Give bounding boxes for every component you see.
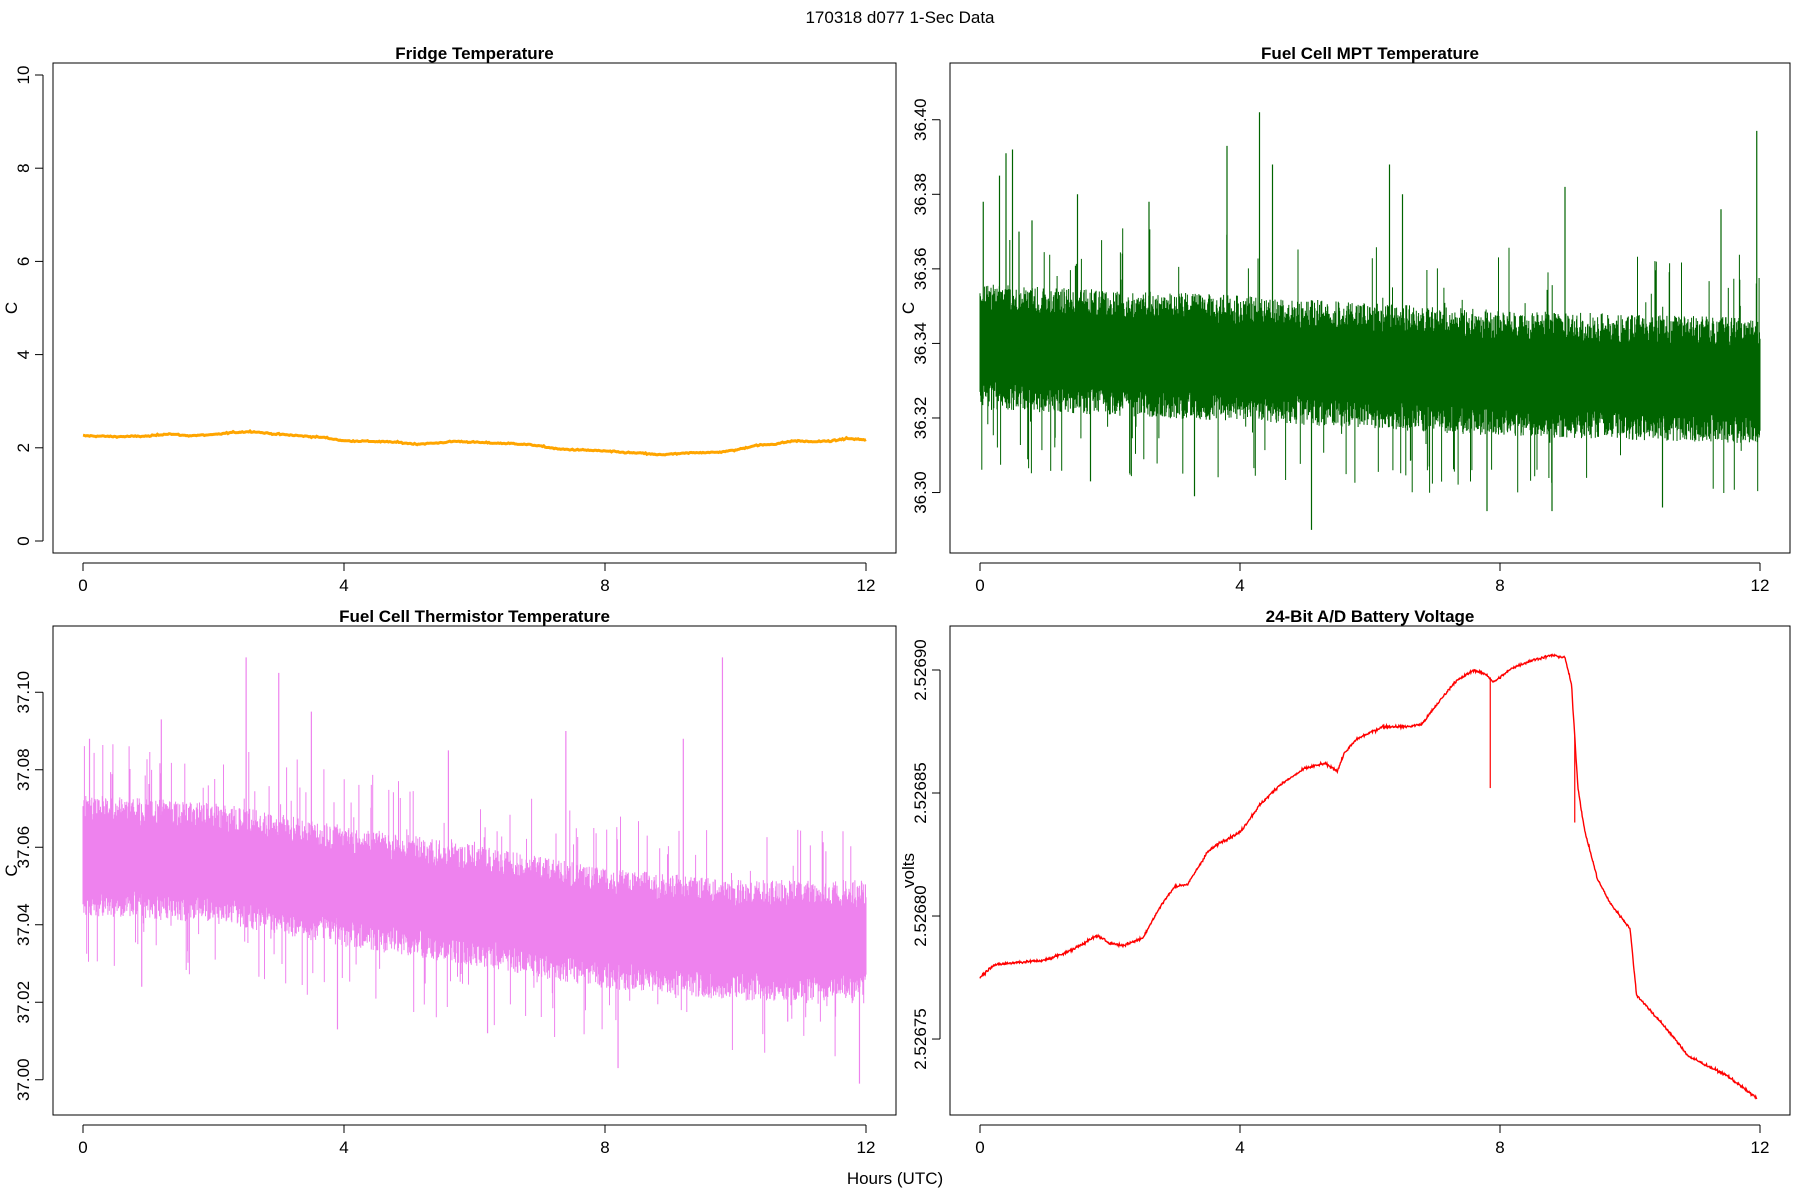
x-tick-label: 12 bbox=[1751, 576, 1770, 595]
plot-area bbox=[979, 653, 1758, 1100]
y-tick-label: 37.10 bbox=[14, 671, 33, 714]
x-tick-label: 4 bbox=[1235, 576, 1244, 595]
x-tick-label: 0 bbox=[78, 1138, 87, 1157]
y-tick-label: 2.52690 bbox=[911, 639, 930, 700]
y-tick-label: 36.30 bbox=[911, 471, 930, 514]
x-tick-label: 8 bbox=[1495, 576, 1504, 595]
panel-4: 24-Bit A/D Battery Voltage volts 0 4 8 12 2.52… bbox=[899, 607, 1791, 1157]
y-tick-label: 36.36 bbox=[911, 248, 930, 291]
panel-title: 24-Bit A/D Battery Voltage bbox=[1266, 607, 1475, 626]
y-tick-label: 10 bbox=[14, 66, 33, 85]
y-tick-label: 0 bbox=[14, 536, 33, 545]
plot-frame bbox=[52, 62, 897, 554]
y-tick-label: 36.40 bbox=[911, 98, 930, 141]
panel-title: Fridge Temperature bbox=[395, 44, 553, 63]
plot-area bbox=[82, 657, 867, 1084]
plot-frame bbox=[52, 625, 897, 1116]
y-tick-label: 37.04 bbox=[14, 903, 33, 946]
y-tick-label: 36.34 bbox=[911, 322, 930, 365]
panels: Fridge Temperature C 0 4 8 12 0 2 4 6 8 10 Fuel Cell… bbox=[2, 44, 1791, 1157]
y-tick-label: 37.06 bbox=[14, 826, 33, 869]
x-tick-label: 8 bbox=[1495, 1138, 1504, 1157]
plot-frame bbox=[949, 625, 1791, 1116]
y-tick-label: 37.00 bbox=[14, 1058, 33, 1101]
y-tick-label: 36.38 bbox=[911, 173, 930, 216]
panel-2: Fuel Cell MPT Temperature C 0 4 8 12 36.30 36.3… bbox=[899, 44, 1791, 595]
figure-xlabel: Hours (UTC) bbox=[847, 1169, 943, 1188]
series-line bbox=[82, 744, 867, 1057]
x-tick-label: 0 bbox=[975, 1138, 984, 1157]
series-line bbox=[979, 228, 1761, 493]
y-tick-label: 36.32 bbox=[911, 397, 930, 440]
y-tick-label: 4 bbox=[14, 350, 33, 359]
plot-area bbox=[979, 112, 1761, 530]
panel-title: Fuel Cell Thermistor Temperature bbox=[339, 607, 610, 626]
plot-frame bbox=[949, 62, 1791, 554]
x-tick-label: 4 bbox=[1235, 1138, 1244, 1157]
y-tick-label: 37.08 bbox=[14, 748, 33, 791]
x-tick-label: 0 bbox=[975, 576, 984, 595]
x-tick-label: 4 bbox=[339, 576, 348, 595]
y-tick-label: 2 bbox=[14, 443, 33, 452]
plot-area bbox=[82, 429, 867, 457]
x-tick-label: 8 bbox=[600, 576, 609, 595]
y-tick-label: 37.02 bbox=[14, 981, 33, 1024]
x-tick-label: 8 bbox=[600, 1138, 609, 1157]
y-tick-label: 2.52680 bbox=[911, 885, 930, 946]
x-tick-label: 12 bbox=[857, 1138, 876, 1157]
panel-title: Fuel Cell MPT Temperature bbox=[1261, 44, 1479, 63]
y-axis-label: C bbox=[2, 864, 21, 876]
y-tick-label: 2.52675 bbox=[911, 1008, 930, 1069]
x-tick-label: 0 bbox=[78, 576, 87, 595]
x-tick-label: 4 bbox=[339, 1138, 348, 1157]
figure-title: 170318 d077 1-Sec Data bbox=[805, 8, 995, 27]
panel-3: Fuel Cell Thermistor Temperature C 0 4 8 12 37… bbox=[2, 607, 897, 1157]
series-line bbox=[82, 429, 867, 457]
x-tick-label: 12 bbox=[857, 576, 876, 595]
y-tick-label: 8 bbox=[14, 163, 33, 172]
x-tick-label: 12 bbox=[1751, 1138, 1770, 1157]
series-line bbox=[979, 653, 1758, 1100]
y-axis-label: C bbox=[2, 302, 21, 314]
y-axis-label: volts bbox=[899, 853, 918, 888]
y-tick-label: 6 bbox=[14, 257, 33, 266]
y-tick-label: 2.52685 bbox=[911, 762, 930, 823]
panel-1: Fridge Temperature C 0 4 8 12 0 2 4 6 8 10 bbox=[2, 44, 897, 595]
y-axis-label: C bbox=[899, 302, 918, 314]
